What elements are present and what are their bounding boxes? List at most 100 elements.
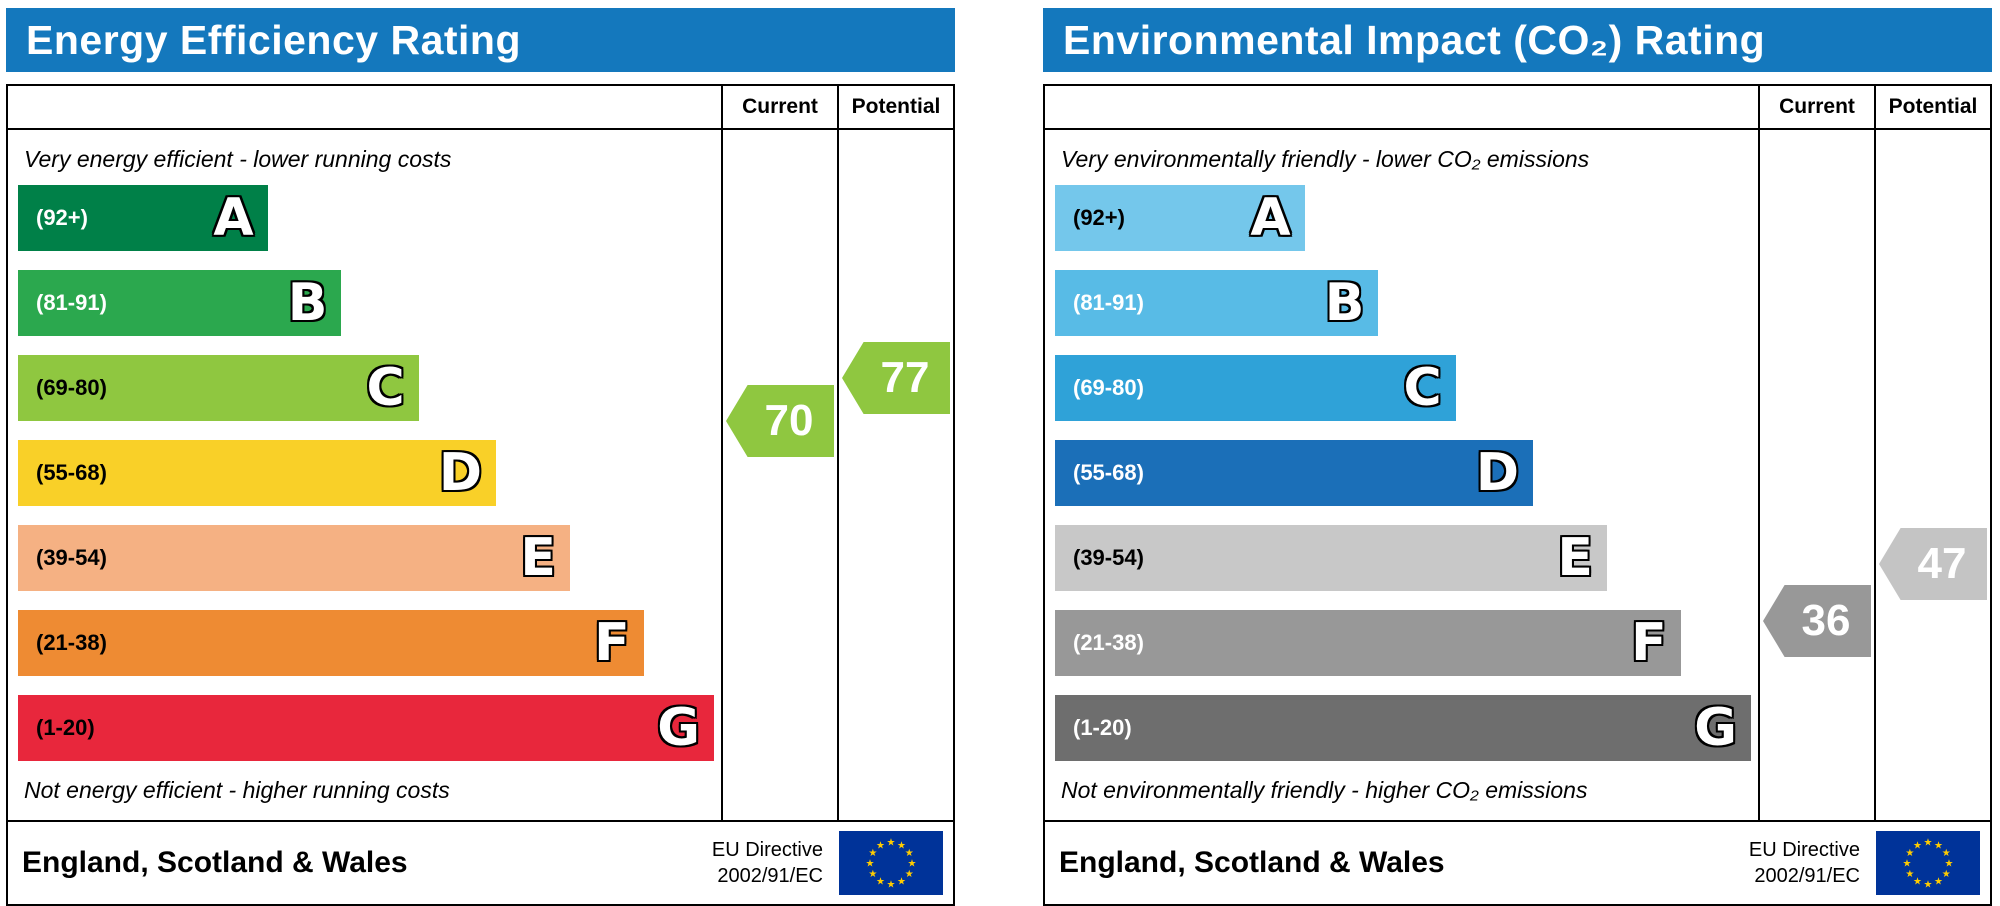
svg-text:★: ★ xyxy=(1934,840,1943,851)
band-c: (69-80) C xyxy=(1055,355,1456,421)
current-column: 36 xyxy=(1758,130,1874,820)
band-b: (81-91) B xyxy=(1055,270,1379,336)
band-letter: D xyxy=(438,443,483,503)
column-header-current: Current xyxy=(1758,86,1874,128)
svg-text:★: ★ xyxy=(1905,848,1914,859)
band-letter: C xyxy=(1403,358,1442,418)
svg-text:★: ★ xyxy=(887,838,896,849)
footer-row: England, Scotland & Wales EU Directive 2… xyxy=(8,820,953,904)
band-a: (92+) A xyxy=(1055,185,1305,251)
svg-text:★: ★ xyxy=(1942,848,1951,859)
band-range: (92+) xyxy=(36,205,88,230)
band-range: (39-54) xyxy=(1073,545,1144,570)
svg-text:★: ★ xyxy=(1913,877,1922,888)
svg-text:★: ★ xyxy=(1934,877,1943,888)
current-rating-arrow: 70 xyxy=(726,385,834,457)
band-g: (1-20) G xyxy=(18,695,714,761)
potential-rating-arrow: 47 xyxy=(1879,528,1987,600)
column-header-potential: Potential xyxy=(1874,86,1990,128)
rating-table: Current Potential Very environmentally f… xyxy=(1043,84,1992,906)
band-range: (21-38) xyxy=(1073,630,1144,655)
svg-text:★: ★ xyxy=(897,877,906,888)
region-label: England, Scotland & Wales xyxy=(22,846,408,879)
svg-text:★: ★ xyxy=(908,859,917,870)
column-header-spacer xyxy=(8,86,721,128)
rating-table: Current Potential Very energy efficient … xyxy=(6,84,955,906)
band-f: (21-38) F xyxy=(18,610,644,676)
potential-column: 47 xyxy=(1874,130,1990,820)
band-letter: E xyxy=(520,528,556,588)
panel-title-bar: Energy Efficiency Rating xyxy=(6,8,955,72)
svg-text:★: ★ xyxy=(868,848,877,859)
eu-flag-icon: ★ ★★ ★★★ ★★★ ★★★ xyxy=(839,831,943,895)
column-header-potential: Potential xyxy=(837,86,953,128)
band-letter: F xyxy=(1631,613,1667,673)
svg-text:★: ★ xyxy=(1913,840,1922,851)
column-header-row: Current Potential xyxy=(1045,86,1990,130)
svg-text:★: ★ xyxy=(1924,838,1933,849)
band-b: (81-91) B xyxy=(18,270,342,336)
panel-title: Energy Efficiency Rating xyxy=(26,16,522,63)
band-letter: E xyxy=(1557,528,1593,588)
current-rating-value: 70 xyxy=(764,396,814,445)
band-range: (81-91) xyxy=(1073,290,1144,315)
current-rating-value: 36 xyxy=(1801,596,1851,645)
column-header-spacer xyxy=(1045,86,1758,128)
band-a: (92+) A xyxy=(18,185,268,251)
svg-text:★: ★ xyxy=(876,877,885,888)
band-c: (69-80) C xyxy=(18,355,419,421)
band-range: (81-91) xyxy=(36,290,107,315)
eu-directive-label: EU Directive 2002/91/EC xyxy=(712,837,823,889)
svg-text:★: ★ xyxy=(905,869,914,880)
potential-column: 77 xyxy=(837,130,953,820)
panel-title-bar: Environmental Impact (CO₂) Rating xyxy=(1043,8,1992,72)
band-letter: A xyxy=(213,188,254,248)
band-letter: G xyxy=(657,698,700,758)
potential-rating-value: 47 xyxy=(1917,539,1967,588)
band-g: (1-20) G xyxy=(1055,695,1751,761)
svg-text:★: ★ xyxy=(866,859,875,870)
band-d: (55-68) D xyxy=(18,440,497,506)
band-e: (39-54) E xyxy=(1055,525,1607,591)
footer-row: England, Scotland & Wales EU Directive 2… xyxy=(1045,820,1990,904)
band-range: (55-68) xyxy=(36,460,107,485)
band-letter: B xyxy=(287,273,328,333)
band-d: (55-68) D xyxy=(1055,440,1534,506)
eu-directive-line2: 2002/91/EC xyxy=(1754,865,1860,887)
svg-text:★: ★ xyxy=(1942,869,1951,880)
top-note: Very environmentally friendly - lower CO… xyxy=(1061,146,1590,172)
svg-text:★: ★ xyxy=(1924,880,1933,891)
panel-title: Environmental Impact (CO₂) Rating xyxy=(1063,16,1766,63)
band-range: (1-20) xyxy=(1073,715,1132,740)
column-header-current: Current xyxy=(721,86,837,128)
band-range: (55-68) xyxy=(1073,460,1144,485)
chart-body: Very environmentally friendly - lower CO… xyxy=(1045,130,1990,820)
eu-directive-line1: EU Directive xyxy=(1748,839,1860,861)
eu-directive-line2: 2002/91/EC xyxy=(717,865,823,887)
band-range: (69-80) xyxy=(36,375,107,400)
svg-text:★: ★ xyxy=(1945,859,1954,870)
band-letter: A xyxy=(1250,188,1291,248)
band-range: (69-80) xyxy=(1073,375,1144,400)
environmental-impact-panel: Environmental Impact (CO₂) Rating Curren… xyxy=(1043,8,1992,906)
potential-rating-value: 77 xyxy=(880,353,930,402)
band-letter: C xyxy=(366,358,405,418)
svg-text:★: ★ xyxy=(876,840,885,851)
eu-flag-icon: ★ ★★ ★★★ ★★★ ★★★ xyxy=(1876,831,1980,895)
energy-efficiency-panel: Energy Efficiency Rating Current Potenti… xyxy=(6,8,955,906)
svg-text:★: ★ xyxy=(887,880,896,891)
band-letter: D xyxy=(1475,443,1520,503)
band-range: (92+) xyxy=(1073,205,1125,230)
bottom-note: Not energy efficient - higher running co… xyxy=(24,777,450,803)
bands-area: Very environmentally friendly - lower CO… xyxy=(1045,130,1758,820)
svg-text:★: ★ xyxy=(1903,859,1912,870)
column-header-row: Current Potential xyxy=(8,86,953,130)
eu-directive-line1: EU Directive xyxy=(711,839,823,861)
bottom-note: Not environmentally friendly - higher CO… xyxy=(1061,777,1588,803)
eu-directive-label: EU Directive 2002/91/EC xyxy=(1749,837,1860,889)
band-e: (39-54) E xyxy=(18,525,570,591)
potential-rating-arrow: 77 xyxy=(842,342,950,414)
band-range: (39-54) xyxy=(36,545,107,570)
band-range: (21-38) xyxy=(36,630,107,655)
